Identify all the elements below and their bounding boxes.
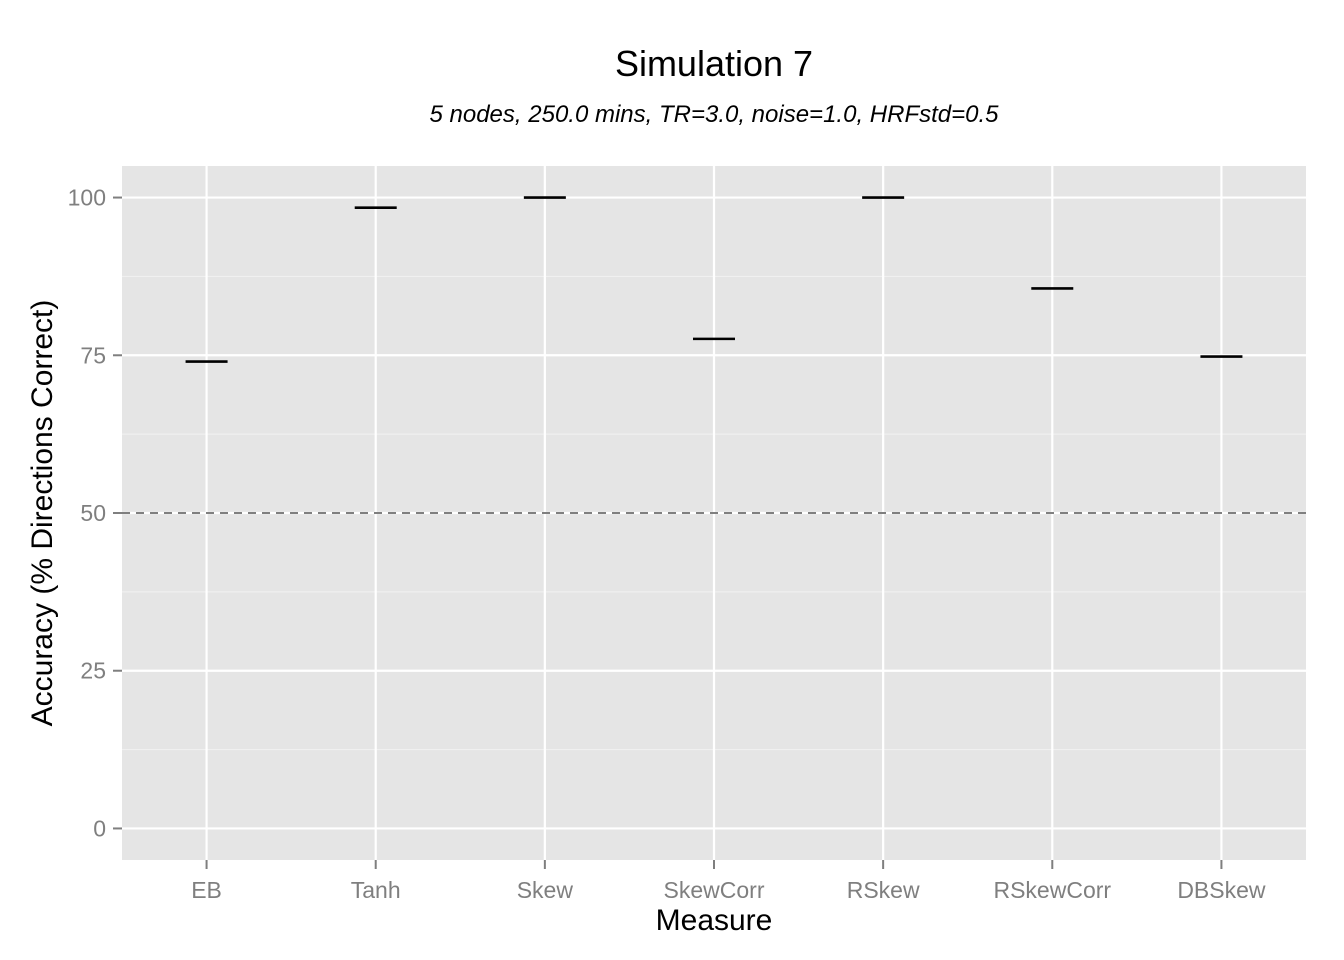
y-tick-label: 100 bbox=[68, 185, 106, 211]
tick-labels: 0 25 50 75 100 EB Tanh Skew SkewCorr RSkew RSkewCo… bbox=[68, 185, 1266, 903]
data-marks bbox=[185, 196, 1243, 363]
y-tick-label: 25 bbox=[80, 658, 106, 684]
y-tick-label: 0 bbox=[93, 815, 106, 841]
x-tick-label: RSkewCorr bbox=[993, 877, 1111, 903]
chart-subtitle: 5 nodes, 250.0 mins, TR=3.0, noise=1.0, … bbox=[430, 101, 1000, 128]
x-axis-title: Measure bbox=[656, 904, 773, 937]
x-tick-label: DBSkew bbox=[1177, 877, 1266, 903]
y-tick-label: 50 bbox=[80, 500, 106, 526]
y-axis-title: Accuracy (% Directions Correct) bbox=[26, 300, 59, 727]
x-tick-label: Skew bbox=[517, 877, 574, 903]
axis-ticks bbox=[113, 196, 1223, 869]
x-tick-label: Tanh bbox=[351, 877, 401, 903]
x-tick-label: RSkew bbox=[847, 877, 920, 903]
y-tick-label: 75 bbox=[80, 342, 106, 368]
chart-title: Simulation 7 bbox=[615, 43, 813, 84]
x-tick-label: EB bbox=[191, 877, 222, 903]
x-tick-label: SkewCorr bbox=[664, 877, 765, 903]
